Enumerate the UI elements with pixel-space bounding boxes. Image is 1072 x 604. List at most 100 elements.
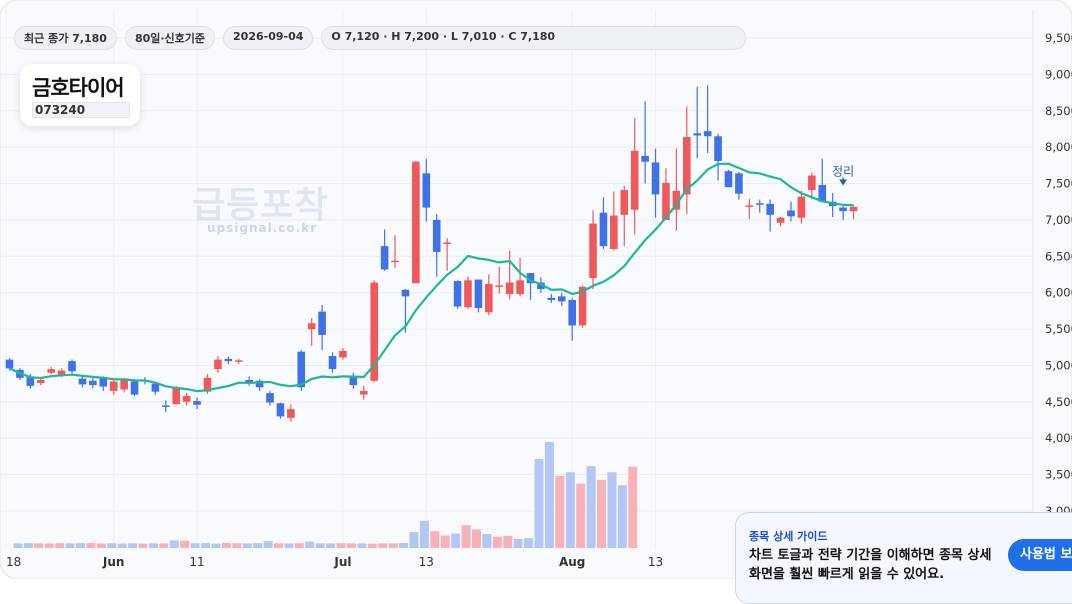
candle-body [349, 377, 358, 386]
candle-body [526, 273, 535, 284]
candle-body [797, 196, 806, 218]
candle-body [849, 206, 858, 212]
watermark-logo: 급등포착 [192, 185, 329, 226]
watermark-url: upsignal.co.kr [207, 221, 318, 235]
candle-body [568, 299, 576, 326]
volume-bar [242, 543, 252, 548]
candle-body [839, 207, 847, 212]
guide-text: 차트 토글과 전략 기간을 이해하면 종목 상세 화면을 훨씬 빠르게 읽을 수… [749, 548, 992, 582]
candle-body [203, 377, 212, 392]
volume-bar [430, 531, 440, 548]
volume-bar [576, 483, 586, 548]
y-tick-label: 9,000 [1045, 67, 1072, 81]
x-tick-label: 13 [419, 555, 434, 569]
candle-body [193, 401, 201, 405]
volume-bar [492, 536, 502, 548]
volume-bar [440, 535, 450, 548]
signal-annotation-label: 정리 [832, 165, 854, 179]
candle-body [276, 403, 285, 417]
candle-body [693, 133, 702, 136]
volume-bar [76, 543, 86, 548]
moving-average-line [9, 162, 854, 393]
x-tick-label: Jun [102, 555, 125, 569]
volume-bar [96, 543, 106, 548]
candle-body [808, 175, 816, 191]
volume-bar [315, 543, 325, 548]
candle-body [547, 297, 556, 300]
volume-bar [555, 476, 565, 548]
volume-bar [107, 543, 117, 548]
candle-body [714, 136, 722, 161]
volume-bar [159, 543, 169, 548]
candle-body [703, 131, 712, 137]
candle-body [432, 219, 441, 252]
candle-body [297, 351, 306, 388]
volume-bar [34, 543, 44, 548]
volume-bar [471, 529, 481, 548]
candle-body [391, 260, 399, 263]
volume-bar [128, 543, 138, 548]
candle-body [599, 212, 608, 247]
candle-body [537, 282, 545, 290]
candle-body [266, 393, 274, 403]
volume-bar [357, 543, 367, 548]
volume-bar [597, 479, 607, 548]
candle-body [505, 282, 514, 295]
volume-bar [513, 538, 523, 548]
candle-body [516, 280, 524, 295]
volume-bar [190, 543, 200, 548]
volume-bar [482, 533, 492, 548]
volume-bar [65, 543, 75, 548]
y-tick-label: 4,500 [1045, 395, 1072, 409]
volume-bar [399, 543, 409, 548]
stock-card: 금호타이어 073240 [20, 64, 140, 126]
x-tick-label: Aug [559, 555, 585, 569]
volume-bar [326, 543, 336, 548]
volume-bar [419, 520, 429, 548]
y-tick-label: 7,000 [1045, 213, 1072, 227]
stock-code: 073240 [32, 102, 130, 118]
y-tick-label: 8,000 [1045, 140, 1072, 154]
volume-bar [378, 543, 388, 548]
volume-bar [388, 543, 398, 548]
volume-bar [232, 543, 242, 548]
candle-body [172, 387, 181, 405]
candle-body [620, 190, 629, 215]
volume-bar [55, 543, 65, 548]
candle-body [224, 358, 233, 362]
candle-body [287, 409, 295, 418]
volume-bar [409, 532, 419, 548]
volume-bar [565, 472, 575, 548]
ohlc-pill: O 7,120 · H 7,200 · L 7,010 · C 7,180 [321, 26, 747, 50]
candle-body [787, 210, 795, 217]
candle-body [401, 289, 410, 297]
volume-bar [169, 540, 179, 548]
volume-bar [617, 485, 627, 548]
volume-bar [586, 466, 596, 548]
volume-bar [86, 543, 96, 548]
guide-button[interactable]: 사용법 보기 [1008, 539, 1072, 571]
candle-body [109, 381, 118, 391]
candle-body [776, 217, 785, 223]
candle-body [359, 390, 368, 395]
candle-body [683, 136, 691, 195]
candle-body [578, 286, 587, 326]
volume-bar [346, 543, 356, 548]
candlestick-chart: 정리 9,500 9,000 8,500 8,000 7,500 7,000 6,500 6,… [0, 0, 1072, 579]
candle-body [78, 378, 87, 385]
candle-body [766, 203, 774, 215]
candle-body [464, 280, 472, 308]
y-tick-label: 5,000 [1045, 358, 1072, 372]
volume-bar [148, 543, 158, 548]
candle-body [589, 223, 597, 279]
candle-body [89, 380, 97, 386]
candle-body [26, 376, 35, 386]
volume-bar [544, 442, 554, 548]
candle-body [630, 150, 639, 210]
info-pill-row: 최근 종가 7,180 80일·신호기준 2026-09-04 O 7,120 … [14, 26, 747, 50]
candle-body [485, 283, 493, 313]
candle-body [443, 242, 451, 244]
volume-bar [628, 466, 638, 548]
volume-bar [180, 540, 190, 548]
y-tick-label: 9,500 [1045, 31, 1072, 45]
